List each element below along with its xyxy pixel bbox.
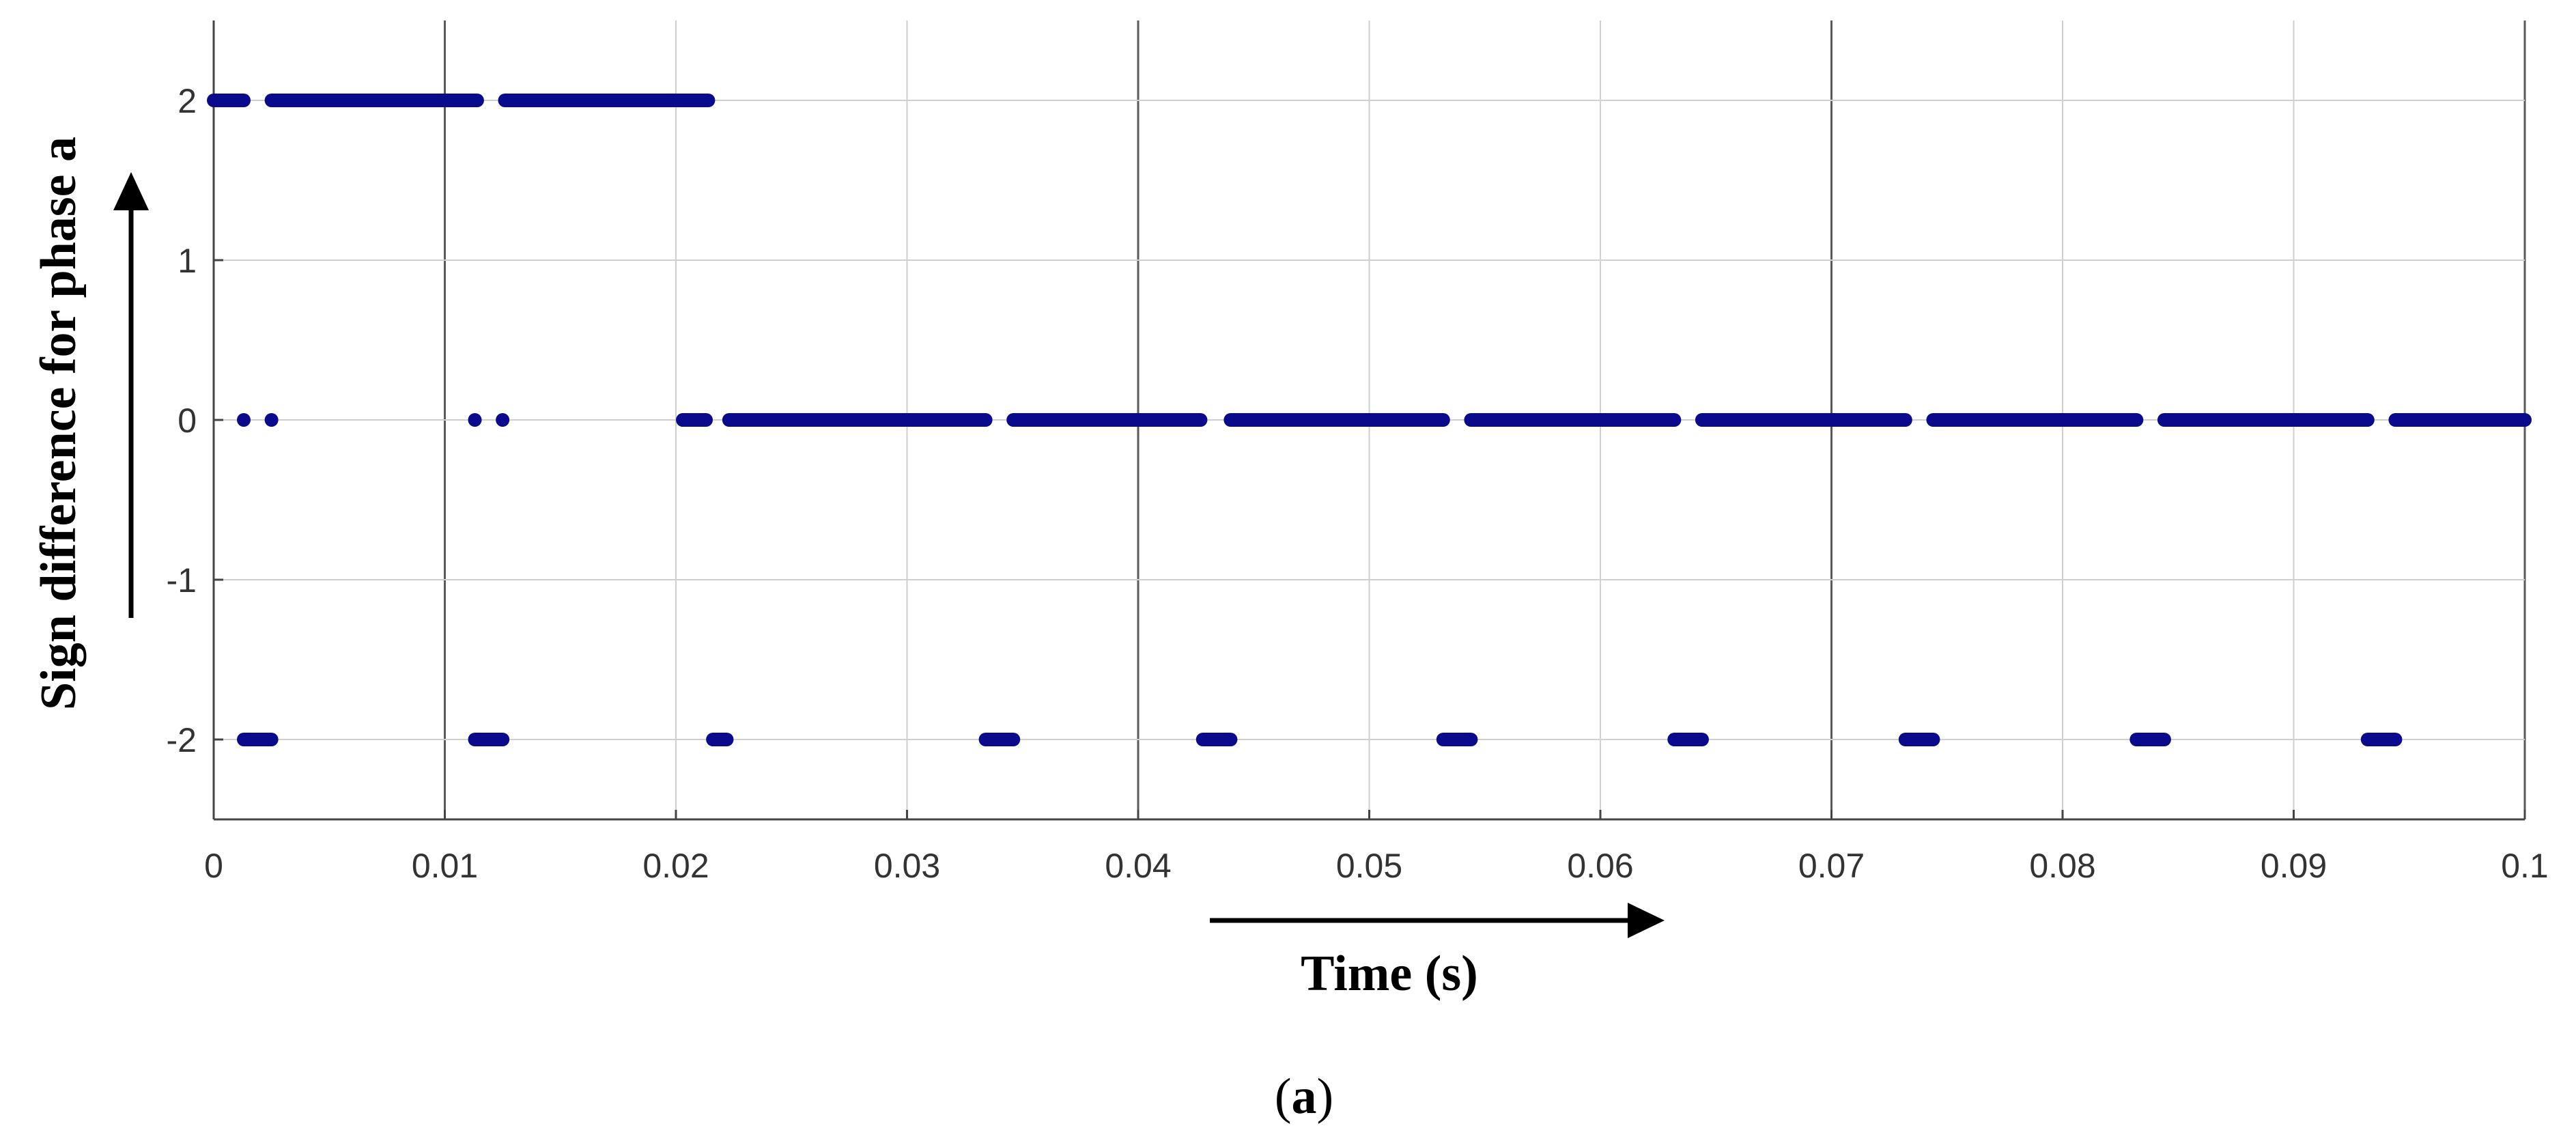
x-axis-title: Time (s) [1301,946,1478,1002]
data-point [264,413,279,427]
panel-label-letter: a [1292,1069,1317,1125]
x-axis-arrow-head [1628,903,1665,938]
x-tick-label: 0.04 [1105,847,1171,885]
x-tick-label: 0 [204,847,223,885]
tick-labels: 0 0.01 0.02 0.03 0.04 0.05 0.06 0.07 0.08 0.09 0.1… [167,82,2549,885]
y-tick-label: -2 [167,721,197,759]
axes [212,20,2526,821]
x-tick-label: 0.05 [1336,847,1402,885]
data-point [496,413,510,427]
data-series [207,94,2532,746]
series-value-0 [237,413,2532,427]
x-tick-label: 0.01 [412,847,478,885]
x-tick-label: 0.09 [2261,847,2327,885]
data-point [468,413,482,427]
x-tick-label: 0.08 [2029,847,2095,885]
panel-label-open: ( [1275,1069,1292,1125]
y-tick-label: 1 [178,242,197,280]
panel-label-close: ) [1317,1069,1334,1125]
data-point [676,413,690,427]
y-axis-title-group: Sign difference for phase a [31,137,149,710]
data-point [237,413,251,427]
x-tick-label: 0.1 [2501,847,2549,885]
x-tick-label: 0.03 [874,847,940,885]
y-tick-label: 2 [178,82,197,120]
y-axis-title: Sign difference for phase a [31,137,87,710]
y-axis-arrow-head [113,172,149,210]
panel-label: (a) [1275,1069,1333,1125]
x-tick-label: 0.07 [1798,847,1865,885]
x-tick-label: 0.02 [642,847,709,885]
x-axis-title-group: Time (s) [1210,903,1665,1002]
y-tick-label: 0 [178,402,197,440]
y-tick-label: -1 [167,561,197,600]
x-tick-label: 0.06 [1567,847,1633,885]
